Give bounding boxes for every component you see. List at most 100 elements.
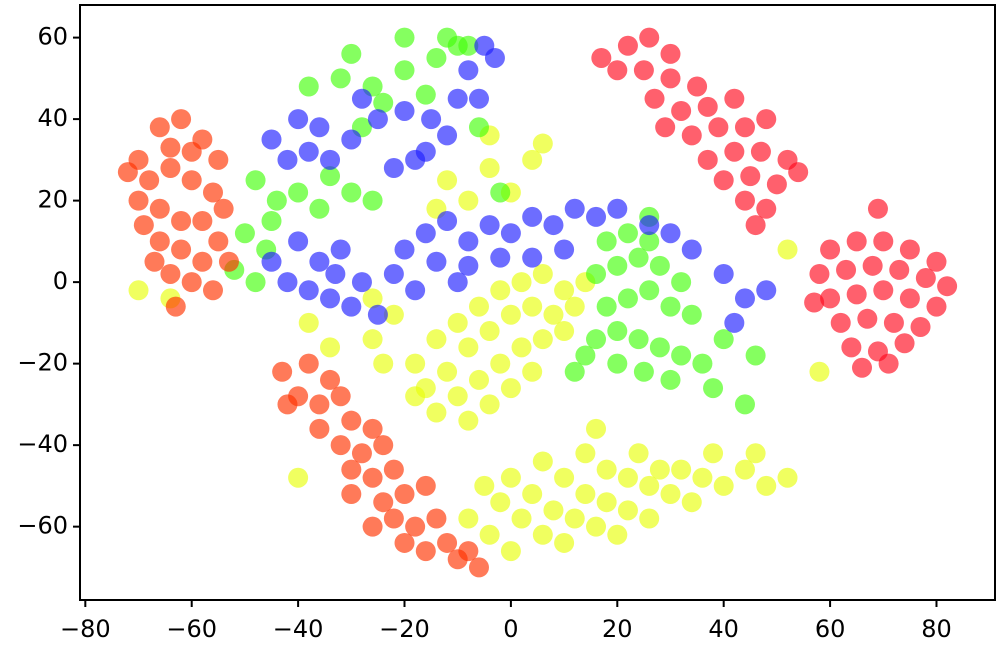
point xyxy=(373,492,394,513)
point xyxy=(362,190,383,211)
point xyxy=(926,251,947,272)
point xyxy=(421,109,442,130)
point xyxy=(362,516,383,537)
point xyxy=(309,251,330,272)
point xyxy=(320,288,341,309)
point xyxy=(468,557,489,578)
point xyxy=(804,292,825,313)
point xyxy=(889,259,910,280)
point xyxy=(149,117,170,138)
point xyxy=(511,337,532,358)
point xyxy=(713,475,734,496)
point xyxy=(490,353,511,374)
point xyxy=(554,280,575,301)
plot-frame xyxy=(79,4,996,601)
point xyxy=(415,84,436,105)
point xyxy=(341,459,362,480)
point xyxy=(681,125,702,146)
point xyxy=(133,215,154,236)
point xyxy=(639,231,660,252)
point xyxy=(479,158,500,179)
point xyxy=(208,231,229,252)
point xyxy=(149,198,170,219)
point xyxy=(234,223,255,244)
y-tick-label: −40 xyxy=(17,430,68,458)
point xyxy=(341,43,362,64)
point xyxy=(171,109,192,130)
point xyxy=(367,109,388,130)
point xyxy=(532,524,553,545)
point xyxy=(458,508,479,529)
point xyxy=(160,158,181,179)
point xyxy=(883,312,904,333)
point xyxy=(144,251,165,272)
point xyxy=(320,369,341,390)
point xyxy=(341,484,362,505)
point xyxy=(596,296,617,317)
point xyxy=(192,251,213,272)
point xyxy=(937,276,958,297)
point xyxy=(554,467,575,488)
point xyxy=(426,402,447,423)
point xyxy=(165,296,186,317)
point xyxy=(117,162,138,183)
point xyxy=(671,345,692,366)
point xyxy=(415,141,436,162)
point xyxy=(873,231,894,252)
point xyxy=(857,308,878,329)
point xyxy=(692,353,713,374)
point xyxy=(288,467,309,488)
point xyxy=(288,231,309,252)
point xyxy=(660,68,681,89)
point xyxy=(660,296,681,317)
point xyxy=(734,117,755,138)
point xyxy=(617,223,638,244)
point xyxy=(649,337,670,358)
point xyxy=(660,484,681,505)
point xyxy=(341,410,362,431)
point xyxy=(756,109,777,130)
point xyxy=(681,304,702,325)
x-tick-label: 60 xyxy=(815,615,846,643)
point xyxy=(426,251,447,272)
point xyxy=(532,329,553,350)
point xyxy=(543,500,564,521)
point xyxy=(586,418,607,439)
point xyxy=(681,239,702,260)
point xyxy=(655,117,676,138)
point xyxy=(458,541,479,562)
point xyxy=(149,231,170,252)
point xyxy=(607,60,628,81)
point xyxy=(899,288,920,309)
point xyxy=(846,231,867,252)
point xyxy=(405,353,426,374)
point xyxy=(703,443,724,464)
point xyxy=(362,329,383,350)
point xyxy=(171,239,192,260)
point xyxy=(564,296,585,317)
x-tick-label: −40 xyxy=(273,615,324,643)
point xyxy=(671,459,692,480)
point xyxy=(745,215,766,236)
point xyxy=(532,133,553,154)
point xyxy=(245,170,266,191)
point xyxy=(479,394,500,415)
point xyxy=(660,223,681,244)
point xyxy=(447,312,468,333)
point xyxy=(660,43,681,64)
point xyxy=(687,76,708,97)
point xyxy=(522,247,543,268)
point xyxy=(671,272,692,293)
point xyxy=(320,149,341,170)
point xyxy=(479,524,500,545)
point xyxy=(468,117,489,138)
point xyxy=(681,492,702,513)
point xyxy=(261,210,282,231)
point xyxy=(458,410,479,431)
point xyxy=(479,215,500,236)
point xyxy=(468,296,489,317)
point xyxy=(660,369,681,390)
point xyxy=(724,312,745,333)
point xyxy=(713,170,734,191)
point xyxy=(341,129,362,150)
